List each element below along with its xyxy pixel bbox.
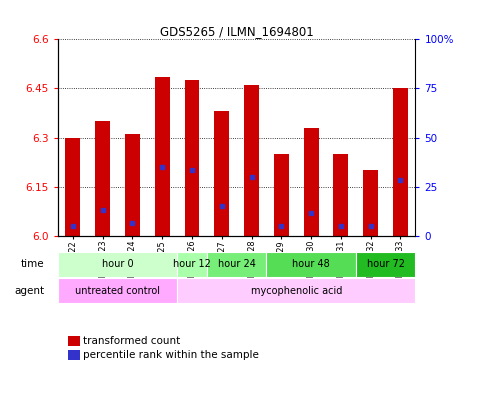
Bar: [393, 88, 408, 236]
Text: untreated control: untreated control: [75, 286, 160, 296]
Bar: [244, 85, 259, 236]
Bar: [363, 170, 378, 236]
Title: GDS5265 / ILMN_1694801: GDS5265 / ILMN_1694801: [160, 25, 313, 38]
Bar: [356, 252, 415, 277]
Text: hour 48: hour 48: [292, 259, 330, 269]
Bar: [177, 252, 207, 277]
Bar: [58, 252, 177, 277]
Text: time: time: [21, 259, 44, 269]
Bar: [65, 138, 80, 236]
Bar: [214, 111, 229, 236]
Bar: [267, 252, 356, 277]
Text: percentile rank within the sample: percentile rank within the sample: [83, 350, 259, 360]
Text: hour 0: hour 0: [102, 259, 133, 269]
Text: hour 72: hour 72: [367, 259, 405, 269]
Bar: [207, 252, 267, 277]
Bar: [95, 121, 110, 236]
Bar: [185, 80, 199, 236]
Bar: [177, 278, 415, 303]
Text: mycophenolic acid: mycophenolic acid: [251, 286, 342, 296]
Text: transformed count: transformed count: [83, 336, 180, 346]
Bar: [58, 278, 177, 303]
Text: hour 12: hour 12: [173, 259, 211, 269]
Bar: [304, 128, 319, 236]
Text: agent: agent: [14, 286, 44, 296]
Bar: [274, 154, 289, 236]
Bar: [333, 154, 348, 236]
Text: hour 24: hour 24: [218, 259, 256, 269]
Bar: [125, 134, 140, 236]
Bar: [155, 77, 170, 236]
